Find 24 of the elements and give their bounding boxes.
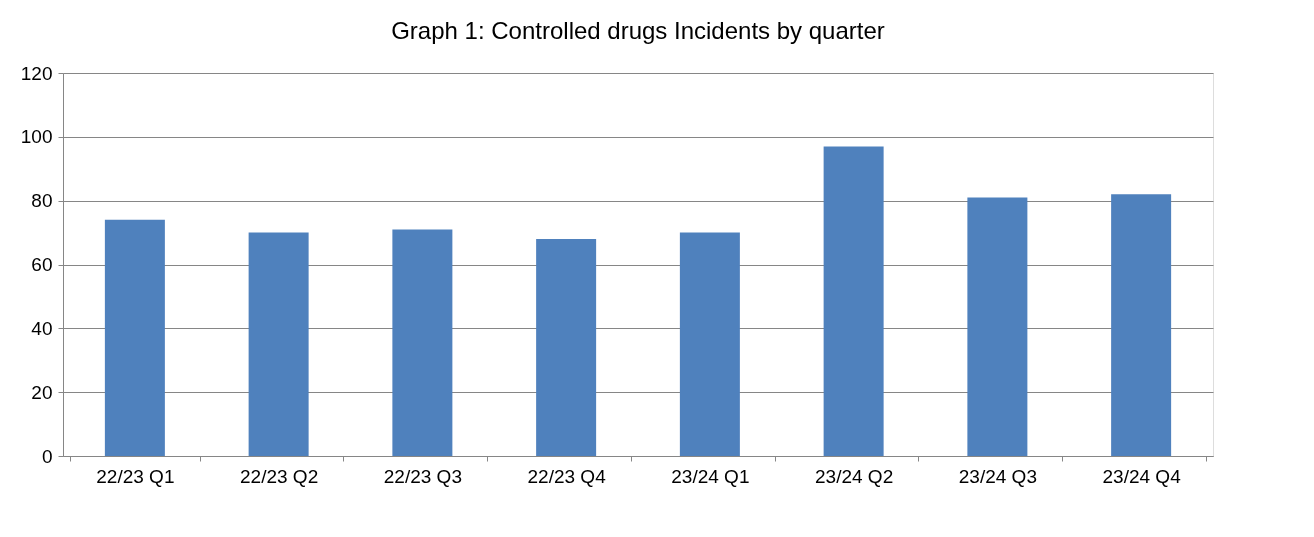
x-tick-label: 22/23 Q3 [383,465,462,487]
bar [967,197,1028,456]
y-tick-label: 40 [31,317,53,339]
x-tick-label: 22/23 Q2 [240,465,319,487]
x-tick-label: 23/24 Q2 [815,465,894,487]
x-tick-label: 23/24 Q3 [958,465,1037,487]
x-tick-label: 22/23 Q4 [527,465,607,487]
y-tick-label: 80 [31,190,53,212]
y-tick-label: 100 [20,126,53,148]
bar [536,238,597,456]
y-tick-label: 60 [31,254,53,275]
y-tick-label: 120 [20,62,53,84]
bar [248,232,309,456]
bar [392,229,453,456]
bar [1111,194,1172,456]
chart-title: Graph 1: Controlled drugs Incidents by quarter [391,17,885,44]
x-tick-label: 23/24 Q4 [1102,465,1182,487]
bar [104,219,165,456]
y-tick-label: 0 [41,445,53,467]
bar [823,146,884,456]
bar [679,232,740,456]
x-tick-label: 22/23 Q1 [96,465,175,487]
y-tick-label: 20 [31,381,53,403]
x-tick-label: 23/24 Q1 [671,465,750,487]
